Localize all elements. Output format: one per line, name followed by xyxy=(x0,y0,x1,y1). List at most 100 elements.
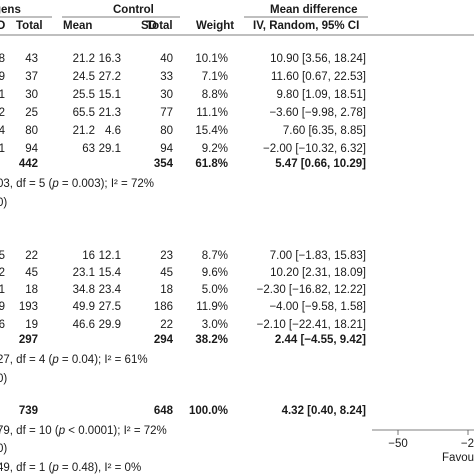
cell-total-control: 94 xyxy=(160,143,173,155)
col-header-sd: D xyxy=(0,20,5,32)
cell-total-control: 40 xyxy=(160,53,173,65)
cell-total-control: 30 xyxy=(160,89,173,101)
subtotal-weight: 38.2% xyxy=(195,334,228,346)
cell-weight: 9.6% xyxy=(202,267,228,279)
subgroup-differences: 49, df = 1 (p = 0.48), I² = 0% xyxy=(0,462,141,474)
cell-total-exp: 30 xyxy=(25,89,38,101)
cell-sd-exp: 4 xyxy=(0,125,6,137)
cell-mean-difference-ci: −2.30 [−16.82, 12.22] xyxy=(257,284,366,296)
cell-weight: 11.9% xyxy=(196,301,228,313)
cell-weight: 8.7% xyxy=(202,250,228,262)
cell-mean-control: 16 xyxy=(82,250,95,262)
cell-sd-exp: 1 xyxy=(0,284,5,296)
subgroup-overall-effect: 0) xyxy=(0,197,7,209)
cell-total-exp: 25 xyxy=(25,107,38,119)
total-heterogeneity: 79, df = 10 (p < 0.0001); I² = 72% xyxy=(0,425,167,437)
subtotal-total-control: 648 xyxy=(154,405,174,417)
x-axis-tick-label-minus-50: −50 xyxy=(388,438,408,450)
cell-total-control: 22 xyxy=(160,319,173,331)
cell-mean-control: 34.8 xyxy=(73,284,95,296)
cell-mean-difference-ci: −4.00 [−9.58, 1.58] xyxy=(269,301,366,313)
subtotal-total-exp: 442 xyxy=(19,158,38,170)
col-header-total-exp: Total xyxy=(16,20,43,32)
subtotal-weight: 61.8% xyxy=(195,158,228,170)
cell-total-control: 18 xyxy=(160,284,173,296)
cell-sd-control: 15.1 xyxy=(99,89,121,101)
cell-sd-control: 23.4 xyxy=(99,284,122,296)
cell-weight: 5.0% xyxy=(202,284,228,296)
cell-mean-control: 63 xyxy=(82,143,95,155)
cell-total-control: 80 xyxy=(160,125,173,137)
subtotal-mean-difference-ci: 5.47 [0.66, 10.29] xyxy=(275,158,366,170)
subtotal-total-exp: 297 xyxy=(19,334,38,346)
subtotal-total-control: 294 xyxy=(154,334,174,346)
cell-total-exp: 22 xyxy=(25,250,38,262)
cell-sd-control: 15.4 xyxy=(99,267,122,279)
cell-mean-difference-ci: 10.20 [2.31, 18.09] xyxy=(270,267,366,279)
cell-mean-difference-ci: −3.60 [−9.98, 2.78] xyxy=(269,107,366,119)
cell-mean-control: 24.5 xyxy=(73,71,95,83)
cell-sd-exp: 2 xyxy=(0,267,5,279)
cell-total-control: 33 xyxy=(160,71,173,83)
cell-total-exp: 193 xyxy=(19,301,38,313)
cell-mean-control: 46.6 xyxy=(73,319,95,331)
cell-mean-difference-ci: 9.80 [1.09, 18.51] xyxy=(276,89,366,101)
cell-total-exp: 80 xyxy=(25,125,38,137)
cell-weight: 3.0% xyxy=(202,319,228,331)
cell-mean-difference-ci: 7.00 [−1.83, 15.83] xyxy=(270,250,366,262)
cell-sd-control: 27.5 xyxy=(99,301,121,313)
cell-weight: 10.1% xyxy=(195,53,228,65)
col-header-total-control: Total xyxy=(146,20,173,32)
cell-weight: 9.2% xyxy=(202,143,228,155)
cell-mean-difference-ci: 10.90 [3.56, 18.24] xyxy=(270,53,366,65)
x-axis-tick-label-minus-2: −2 xyxy=(461,438,474,450)
cell-mean-control: 23.1 xyxy=(73,267,95,279)
cell-total-exp: 94 xyxy=(25,143,38,155)
cell-mean-difference-ci: −2.00 [−10.32, 6.32] xyxy=(263,143,366,155)
cell-total-exp: 45 xyxy=(25,267,38,279)
cell-total-control: 45 xyxy=(160,267,173,279)
header-effect-sub: IV, Random, 95% CI xyxy=(253,20,359,32)
subtotal-weight: 100.0% xyxy=(189,405,228,417)
header-group-control: Control xyxy=(113,4,154,16)
cell-mean-control: 65.5 xyxy=(73,107,95,119)
x-axis-label: Favou xyxy=(442,452,474,464)
cell-total-control: 77 xyxy=(160,107,173,119)
cell-sd-exp: 1 xyxy=(0,89,5,101)
col-header-weight: Weight xyxy=(196,20,234,32)
cell-sd-exp: 8 xyxy=(0,53,5,65)
cell-sd-exp: 5 xyxy=(0,250,5,262)
col-header-mean: Mean xyxy=(63,20,92,32)
cell-sd-exp: 2 xyxy=(0,107,5,119)
cell-mean-control: 49.9 xyxy=(73,301,95,313)
cell-mean-difference-ci: 11.60 [0.67, 22.53] xyxy=(271,71,366,83)
cell-sd-control: 12.1 xyxy=(99,250,121,262)
cell-mean-difference-ci: 7.60 [6.35, 8.85] xyxy=(283,125,366,137)
cell-sd-exp: 1 xyxy=(0,143,5,155)
cell-sd-control: 21.3 xyxy=(99,107,121,119)
cell-weight: 8.8% xyxy=(202,89,228,101)
cell-sd-control: 29.1 xyxy=(99,143,121,155)
table-body: 8 43 21.2 16.3 40 10.1% 10.90 [3.56, 18.24] 9 37… xyxy=(0,53,366,474)
cell-total-exp: 43 xyxy=(25,53,38,65)
subtotal-mean-difference-ci: 2.44 [−4.55, 9.42] xyxy=(275,334,366,346)
cell-mean-control: 25.5 xyxy=(73,89,95,101)
cell-sd-control: 29.9 xyxy=(99,319,121,331)
subgroup-overall-effect: 0) xyxy=(0,373,7,385)
cell-sd-exp: 6 xyxy=(0,319,5,331)
header-effect-title: Mean difference xyxy=(270,4,358,16)
subtotal-total-exp: 739 xyxy=(19,405,38,417)
cell-total-exp: 19 xyxy=(25,319,38,331)
cell-sd-control: 4.6 xyxy=(105,125,121,137)
cell-total-control: 23 xyxy=(160,250,173,262)
cell-total-exp: 18 xyxy=(25,284,38,296)
header-group-experimental: gens xyxy=(0,4,21,16)
cell-mean-control: 21.2 xyxy=(73,53,95,65)
cell-mean-control: 21.2 xyxy=(73,125,95,137)
cell-sd-control: 27.2 xyxy=(99,71,121,83)
cell-sd-control: 16.3 xyxy=(99,53,121,65)
cell-mean-difference-ci: −2.10 [−22.41, 18.21] xyxy=(257,319,366,331)
cell-weight: 11.1% xyxy=(196,107,228,119)
cell-sd-exp: 9 xyxy=(0,71,5,83)
